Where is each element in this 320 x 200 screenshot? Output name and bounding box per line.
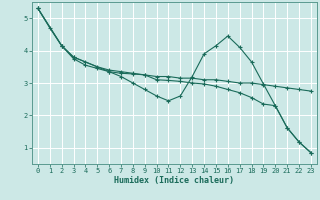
X-axis label: Humidex (Indice chaleur): Humidex (Indice chaleur): [115, 176, 234, 185]
